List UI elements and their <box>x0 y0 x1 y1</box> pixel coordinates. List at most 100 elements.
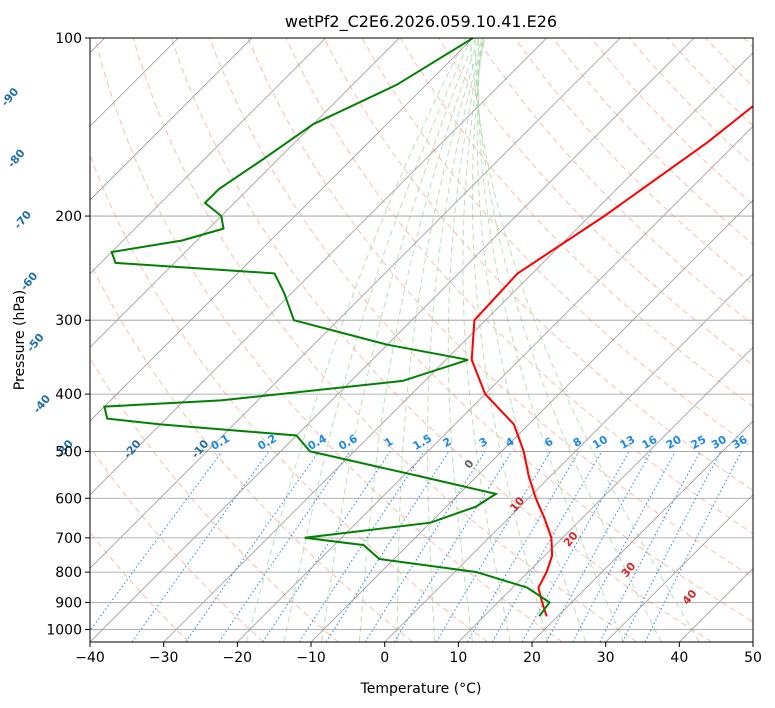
plot-frame <box>89 37 754 643</box>
mixing-ratio-line <box>467 451 580 642</box>
mixing-ratio-line <box>364 451 486 642</box>
dry-adiabat-line <box>90 357 339 642</box>
y-tick-label: 300 <box>55 313 82 329</box>
mixing-ratio-label: 1 <box>382 435 395 450</box>
isotherm-line <box>310 199 753 642</box>
isotherm-line <box>163 52 753 642</box>
x-tick-label: −10 <box>296 650 326 666</box>
dry-adiabat-line <box>285 38 753 535</box>
mixing-ratio-line <box>90 451 223 632</box>
mixing-ratio-line <box>521 451 630 642</box>
mixing-ratio-label: 0.1 <box>209 432 232 453</box>
moist-adiabat-line <box>321 38 477 642</box>
mixing-ratio-label: 25 <box>689 433 709 452</box>
dry-adiabat-line <box>743 38 753 49</box>
x-tick-label: −40 <box>75 650 105 666</box>
mixing-ratio-label: 10 <box>590 433 610 452</box>
isotherm-line <box>605 494 753 642</box>
y-tick-label: 500 <box>55 444 82 460</box>
dry-adiabat-line <box>590 38 753 206</box>
isotherm-line <box>458 346 753 642</box>
mixing-ratio-line <box>599 451 701 642</box>
isotherm-line <box>90 38 253 201</box>
isotherm-line <box>90 38 474 422</box>
dry-adiabat-line <box>247 38 753 578</box>
dry-adiabat-label: -40 <box>30 392 53 416</box>
mixing-ratio-line <box>185 451 320 642</box>
mixing-ratio-label: 0.2 <box>256 432 279 453</box>
y-axis-label: Pressure (hPa) <box>12 290 28 390</box>
moist-adiabat-line <box>283 38 472 642</box>
temperature-line <box>470 104 753 617</box>
dry-adiabat-line <box>667 38 753 127</box>
mixing-ratio-line <box>325 451 450 642</box>
wet-bulb-label: 40 <box>680 587 700 607</box>
dry-adiabat-label: -20 <box>121 437 144 461</box>
moist-adiabat-line <box>447 38 486 642</box>
moist-adiabat-line <box>246 38 467 642</box>
dry-adiabat-label: -70 <box>11 208 34 232</box>
dry-adiabat-line <box>90 261 414 642</box>
dry-adiabat-line <box>170 38 712 642</box>
dry-adiabat-label: -60 <box>18 269 41 293</box>
isotherm-line <box>90 38 621 569</box>
dry-adiabat-line <box>705 38 753 88</box>
x-tick-label: −20 <box>223 650 253 666</box>
y-tick-label: 900 <box>55 595 82 611</box>
x-tick-label: 40 <box>670 650 688 666</box>
mixing-ratio-label: 8 <box>571 435 584 450</box>
dewpoint-line <box>103 38 551 617</box>
dry-adiabat-line <box>94 38 563 642</box>
mixing-ratio-label: 13 <box>618 433 638 452</box>
dry-adiabat-label: -80 <box>5 146 28 170</box>
y-tick-label: 700 <box>55 531 82 547</box>
mixing-ratio-line <box>644 451 742 642</box>
mixing-ratio-line <box>621 451 722 642</box>
x-tick-label: 20 <box>523 650 541 666</box>
isotherm-line <box>90 38 400 348</box>
dry-adiabat-line <box>90 446 264 642</box>
dry-adiabat-line <box>209 38 753 623</box>
y-tick-label: 400 <box>55 387 82 403</box>
moist-adiabat-line <box>396 38 483 642</box>
dry-adiabat-line <box>90 153 488 642</box>
isotherm-line <box>679 567 753 642</box>
moist-adiabat-line <box>462 38 511 642</box>
y-tick-label: 1000 <box>46 622 82 638</box>
series-group <box>103 38 753 617</box>
y-tick-label: 200 <box>55 209 82 225</box>
x-tick-label: −30 <box>149 650 179 666</box>
dry-adiabat-line <box>552 38 753 245</box>
axes: −40 −30 −20 −10 0 10 20 30 40 5010020030040050060… <box>46 31 762 666</box>
mixing-ratio-label: 36 <box>730 433 750 452</box>
x-tick-label: 50 <box>744 650 762 666</box>
mixing-ratio-line <box>298 451 425 642</box>
moist-adiabat-line <box>471 38 549 642</box>
isotherm-line <box>384 273 753 642</box>
wet-bulb-label: 30 <box>619 560 639 580</box>
isotherm-line <box>90 38 547 496</box>
mixing-ratio-line <box>218 451 351 642</box>
isotherm-line <box>531 420 753 642</box>
mixing-ratio-label: 16 <box>640 433 660 452</box>
mixing-ratio-label: 3 <box>477 435 490 450</box>
moist-adiabat-line <box>476 38 587 642</box>
background-labels: 0.10.20.40.611.52346810131620253036-100-… <box>0 85 750 607</box>
x-tick-label: 30 <box>597 650 615 666</box>
y-tick-label: 600 <box>55 491 82 507</box>
isotherm-line <box>90 38 326 275</box>
x-axis-label: Temperature (°C) <box>360 681 482 697</box>
y-tick-label: 800 <box>55 565 82 581</box>
dry-adiabat-label: -90 <box>0 85 22 109</box>
mixing-ratio-line <box>262 451 391 642</box>
x-tick-label: 10 <box>449 650 467 666</box>
dry-adiabat-line <box>323 38 753 492</box>
mixing-ratio-label: 20 <box>664 433 684 452</box>
mixing-ratio-label: 1.5 <box>411 432 434 453</box>
background-grid <box>90 38 753 642</box>
wet-bulb-label: 20 <box>561 529 581 549</box>
wet-bulb-label: 0 <box>462 457 477 471</box>
dry-adiabat-line <box>132 38 638 642</box>
dry-adiabat-line <box>476 38 753 326</box>
